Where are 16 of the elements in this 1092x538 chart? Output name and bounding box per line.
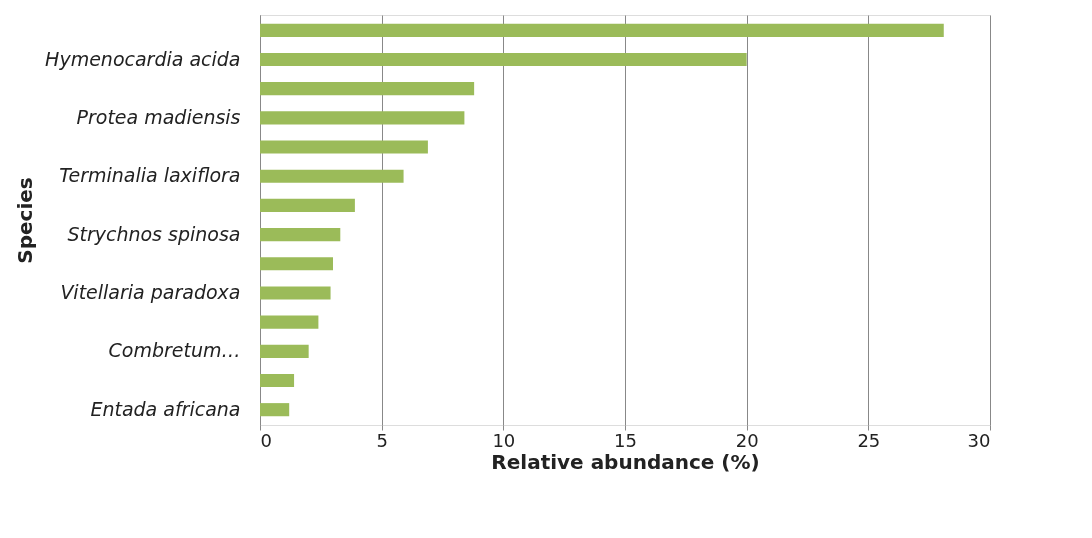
x-tick-label: 25 bbox=[857, 429, 881, 451]
x-tick-label: 15 bbox=[614, 429, 637, 451]
x-axis-title: Relative abundance (%) bbox=[491, 449, 760, 474]
x-tick-label: 10 bbox=[492, 429, 516, 451]
x-tick-label: 20 bbox=[735, 429, 759, 451]
x-tick-label: 30 bbox=[967, 429, 991, 451]
x-tick-label: 5 bbox=[376, 429, 388, 451]
y-tick-label: Strychnos spinosa bbox=[67, 222, 241, 245]
x-tick-label: 0 bbox=[260, 429, 272, 451]
y-axis-title: Species bbox=[12, 177, 37, 264]
y-tick-label: Protea madiensis bbox=[76, 105, 241, 128]
y-tick-label: Terminalia laxiflora bbox=[59, 164, 241, 187]
y-tick-label: Combretum… bbox=[108, 339, 241, 362]
y-tick-label: Entada africana bbox=[90, 397, 241, 420]
y-tick-label: Vitellaria paradoxa bbox=[60, 280, 241, 303]
y-tick-label: Hymenocardia acida bbox=[45, 47, 241, 70]
